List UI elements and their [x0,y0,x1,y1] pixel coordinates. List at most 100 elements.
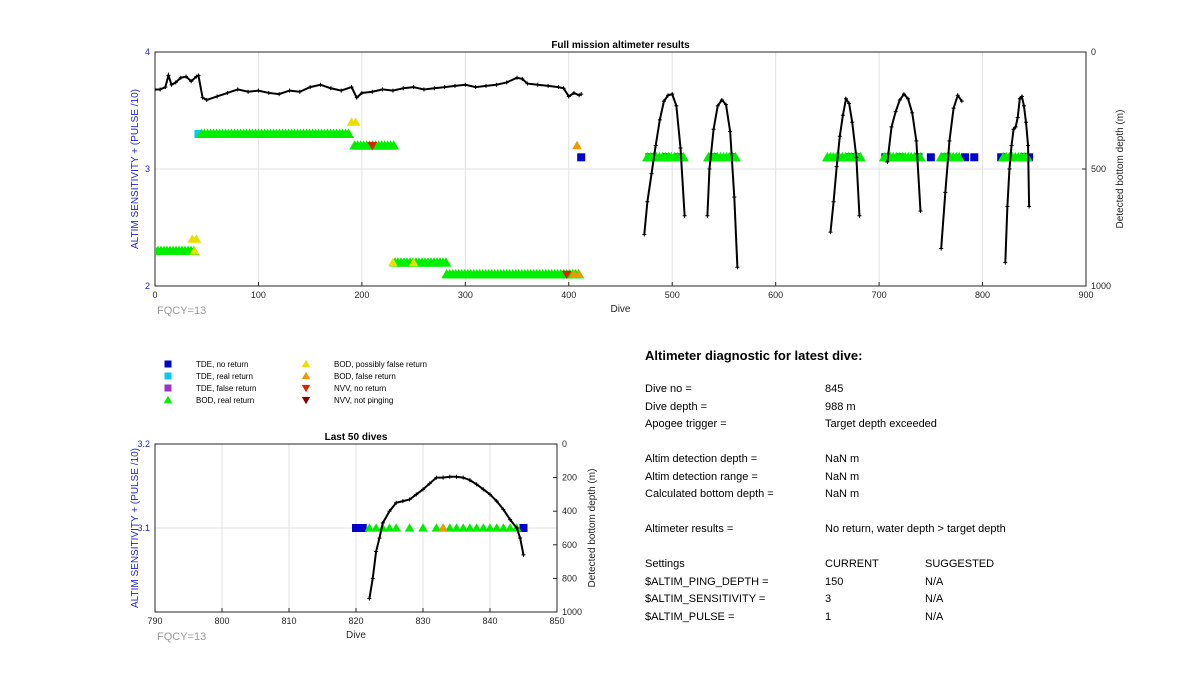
x-axis-label: Dive [346,630,366,641]
legend-marker [163,395,173,404]
y-right-tick-label: 0 [1091,47,1096,57]
main-chart [154,51,1087,287]
bod-real-return-marker [445,523,455,532]
x-tick-label: 400 [561,290,576,300]
x-axis-label: Dive [610,304,630,315]
x-tick-label: 500 [665,290,680,300]
diagnostic-title: Altimeter diagnostic for latest dive: [645,348,863,363]
y-tick-label: 3.2 [137,439,150,449]
y-right-tick-label: 600 [562,540,577,550]
setting-suggested: N/A [925,575,944,588]
y-right-tick-label: 500 [1091,164,1106,174]
tde-no-return-marker [960,153,969,162]
current-header: CURRENT [825,558,879,570]
legend-label: BOD, possibly false return [334,360,427,369]
depth-line [155,71,582,102]
legend-marker [301,359,311,368]
bod-real-return-marker [371,523,381,532]
legend-label: BOD, false return [334,372,396,381]
dive-depth-row: Dive depth = 988 m [645,401,1165,419]
bod-false-return-marker [572,140,582,150]
suggested-header: SUGGESTED [925,558,995,570]
depth-line [643,92,686,235]
y-tick-label: 3 [145,164,150,174]
x-tick-label: 790 [147,616,162,626]
bod-possibly-false-return-marker [350,117,361,126]
results-value: No return, water depth > target depth [825,523,1006,535]
legend-label: BOD, real return [196,396,254,405]
y-right-tick-label: 1000 [562,607,582,617]
bod-real-return-marker [854,151,866,162]
bod-false-return-marker [569,269,579,278]
bod-real-return-marker [418,523,428,532]
x-tick-label: 600 [768,290,783,300]
x-tick-label: 0 [152,290,157,300]
setting-current: 1 [825,610,832,623]
tde-no-return-marker [970,153,979,162]
legend-label: TDE, real return [196,372,253,381]
x-tick-label: 100 [251,290,266,300]
y-axis-label: ALTIM SENSITIVITY + (PULSE /10) [130,89,141,249]
bod-real-return-marker [440,257,452,267]
detection-range-label: Altim detection range = [645,470,758,483]
x-tick-label: 820 [348,616,363,626]
y-axis-label: ALTIM SENSITIVITY + (PULSE /10) [130,448,141,608]
bod-real-return-marker [384,523,395,532]
depth-line [829,96,861,233]
bod-real-return-marker [451,523,462,532]
depth-line [368,475,525,599]
detection-depth-value: NaN m [825,453,860,465]
bod-real-return-marker [343,128,354,138]
tde-no-return-marker [577,153,586,162]
settings-header: Settings [645,558,685,570]
detection-depth-row: Altim detection depth = NaN m [645,453,1165,471]
plot-area [155,71,1034,280]
x-tick-label: 700 [872,290,887,300]
y-right-tick-label: 800 [562,573,577,583]
x-tick-label: 300 [458,290,473,300]
legend-marker [164,372,172,380]
tde-no-return-marker [358,524,367,532]
bod-real-return-marker [471,523,482,532]
setting-current: 150 [825,575,844,588]
setting-row: $ALTIM_SENSITIVITY = 3 N/A [645,593,1165,611]
settings-header-row: Settings CURRENT SUGGESTED [645,558,1165,576]
nvv-no-return-marker [367,142,378,151]
depth-line [706,98,739,268]
bod-real-return-marker [478,523,489,532]
x-tick-label: 850 [549,616,564,626]
dive-no-row: Dive no = 845 [645,383,1165,401]
calculated-depth-row: Calculated bottom depth = NaN m [645,488,1165,506]
legend-label: TDE, no return [196,360,248,369]
depth-line [886,92,922,212]
setting-suggested: N/A [925,593,944,605]
nvv-no-return-marker [561,270,572,280]
setting-suggested: N/A [925,610,944,623]
bod-false-return-marker [438,523,448,532]
axes-box [154,51,1087,287]
tde-no-return-marker [926,153,935,162]
bod-possibly-false-return-marker [189,246,200,255]
x-tick-label: 200 [354,290,369,300]
bod-real-return-marker [485,523,495,532]
depth-line [940,93,963,249]
chart-title: Last 50 dives [325,432,388,443]
dive-no-label: Dive no = [645,383,692,395]
bod-possibly-false-return-marker [408,257,419,267]
legend-marker [301,371,311,380]
bod-real-return-marker [431,523,442,532]
x-tick-label: 900 [1078,290,1093,300]
dive-no-value: 845 [825,383,844,395]
bod-possibly-false-return-marker [388,257,398,267]
tde-real-return-marker [194,129,203,138]
calculated-depth-value: NaN m [825,488,860,500]
x-tick-label: 810 [281,616,296,626]
setting-name: $ALTIM_PULSE = [645,610,735,623]
frequency-annotation: FQCY=13 [157,305,206,317]
y-right-tick-label: 400 [562,506,577,516]
legend-marker [301,384,311,393]
tde-no-return-marker [519,524,528,532]
bod-real-return-marker [404,523,415,532]
tde-no-return-marker [352,524,360,532]
